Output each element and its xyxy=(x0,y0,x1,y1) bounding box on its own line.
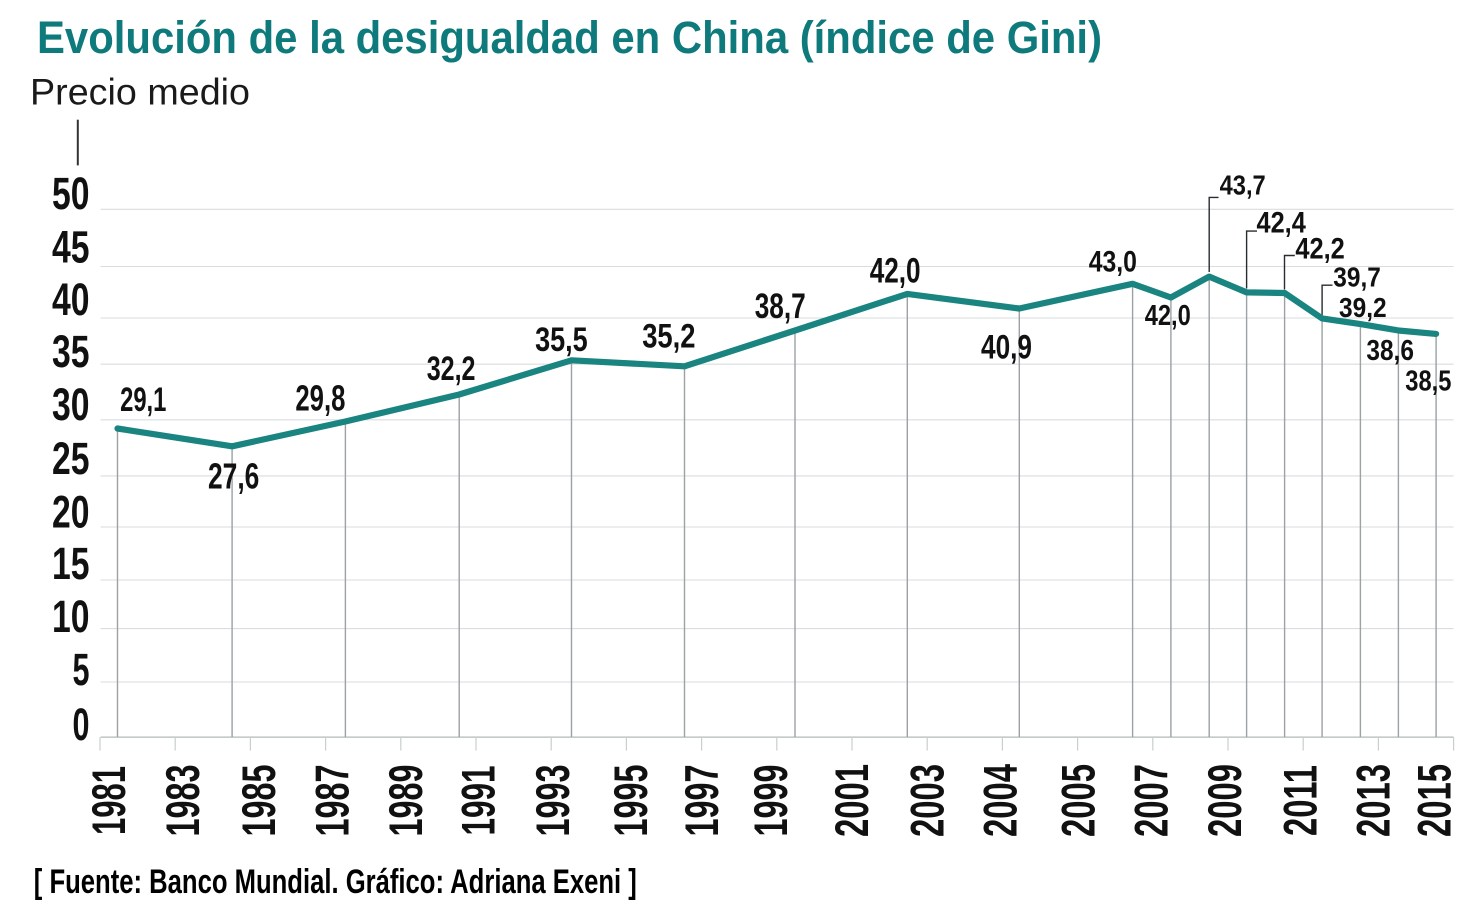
svg-text:0: 0 xyxy=(73,699,90,750)
svg-text:2005: 2005 xyxy=(1052,764,1105,837)
svg-text:1993: 1993 xyxy=(526,765,579,837)
svg-text:39,2: 39,2 xyxy=(1339,292,1387,323)
svg-text:35,2: 35,2 xyxy=(642,317,695,355)
svg-text:2015: 2015 xyxy=(1408,764,1461,837)
svg-text:27,6: 27,6 xyxy=(208,456,259,497)
svg-text:45: 45 xyxy=(52,222,90,273)
svg-text:[ Fuente: Banco Mundial. Gráfi: [ Fuente: Banco Mundial. Gráfico: Adrian… xyxy=(34,863,637,901)
svg-text:2007: 2007 xyxy=(1125,764,1178,837)
svg-text:2004: 2004 xyxy=(974,764,1027,837)
svg-text:29,8: 29,8 xyxy=(295,378,345,419)
svg-text:39,7: 39,7 xyxy=(1333,262,1381,293)
svg-text:1987: 1987 xyxy=(305,765,358,837)
svg-text:10: 10 xyxy=(52,591,90,642)
svg-text:42,0: 42,0 xyxy=(1145,300,1191,332)
svg-text:38,6: 38,6 xyxy=(1366,335,1414,367)
svg-text:1995: 1995 xyxy=(604,765,657,837)
svg-text:29,1: 29,1 xyxy=(120,381,166,419)
svg-text:2009: 2009 xyxy=(1198,764,1251,837)
svg-text:2013: 2013 xyxy=(1346,764,1399,837)
svg-text:20: 20 xyxy=(52,486,90,537)
svg-text:35: 35 xyxy=(52,326,90,377)
svg-text:50: 50 xyxy=(52,168,90,219)
svg-text:32,2: 32,2 xyxy=(427,350,476,388)
svg-text:1985: 1985 xyxy=(232,765,285,837)
svg-text:35,5: 35,5 xyxy=(535,321,588,359)
svg-text:2001: 2001 xyxy=(825,764,878,837)
svg-text:43,0: 43,0 xyxy=(1089,245,1137,278)
svg-text:Precio medio: Precio medio xyxy=(30,72,250,113)
svg-text:1989: 1989 xyxy=(379,765,432,837)
svg-text:42,2: 42,2 xyxy=(1295,233,1344,266)
svg-text:15: 15 xyxy=(52,538,90,589)
svg-text:40,9: 40,9 xyxy=(981,329,1032,367)
svg-text:40: 40 xyxy=(52,274,90,325)
svg-text:1997: 1997 xyxy=(675,765,728,837)
svg-text:38,5: 38,5 xyxy=(1405,365,1451,397)
svg-text:2003: 2003 xyxy=(901,764,954,837)
svg-text:1983: 1983 xyxy=(156,765,209,837)
svg-text:42,4: 42,4 xyxy=(1257,206,1307,239)
svg-text:Evolución de la desigualdad en: Evolución de la desigualdad en China (ín… xyxy=(37,12,1102,63)
svg-text:1981: 1981 xyxy=(82,766,135,835)
svg-text:25: 25 xyxy=(52,433,90,484)
svg-text:5: 5 xyxy=(73,644,90,695)
svg-text:1991: 1991 xyxy=(451,766,504,836)
svg-text:2011: 2011 xyxy=(1273,765,1326,836)
svg-text:43,7: 43,7 xyxy=(1220,170,1266,201)
svg-text:38,7: 38,7 xyxy=(755,287,806,326)
svg-text:30: 30 xyxy=(52,379,90,430)
svg-text:1999: 1999 xyxy=(744,765,797,837)
svg-text:42,0: 42,0 xyxy=(870,252,921,291)
